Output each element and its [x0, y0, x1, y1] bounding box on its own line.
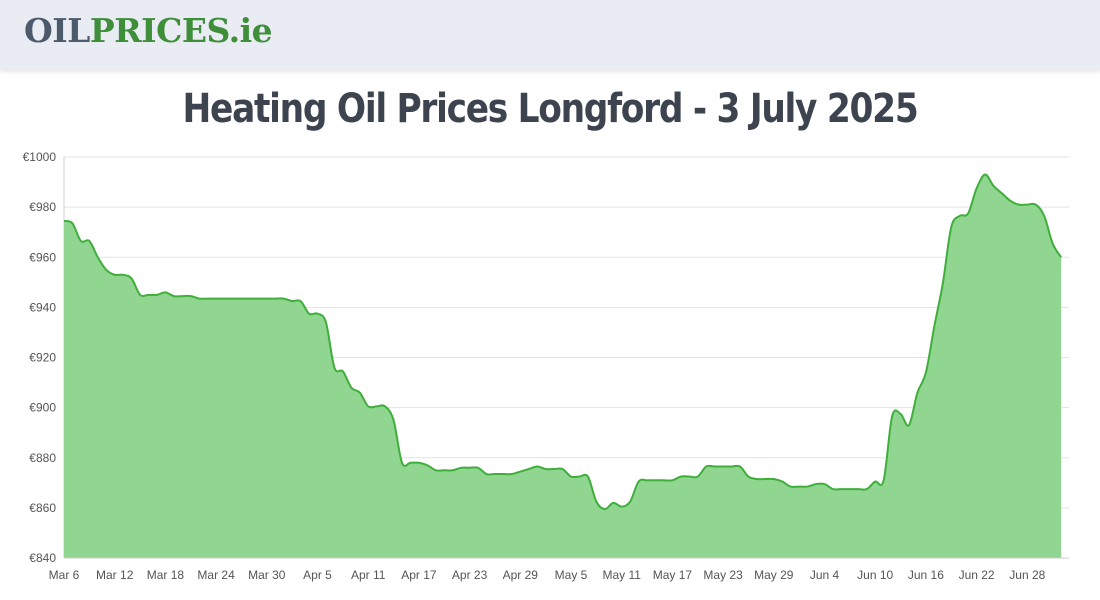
- y-tick-label: €940: [29, 300, 56, 314]
- x-tick-label: Apr 11: [351, 568, 386, 582]
- y-tick-label: €900: [29, 401, 56, 415]
- x-tick-label: Apr 17: [401, 568, 437, 582]
- logo-text-prices: PRICES: [89, 11, 229, 50]
- y-tick-label: €980: [29, 200, 56, 214]
- x-tick-label: Jun 4: [810, 568, 840, 582]
- x-tick-label: Jun 10: [857, 568, 893, 582]
- x-tick-label: Jun 16: [908, 568, 944, 582]
- x-tick-label: Apr 5: [303, 568, 332, 582]
- x-tick-label: May 5: [555, 568, 588, 582]
- x-tick-label: May 11: [602, 568, 641, 582]
- page-title: Heating Oil Prices Longford - 3 July 202…: [182, 86, 919, 132]
- x-tick-label: Jun 22: [959, 568, 995, 582]
- x-tick-label: Apr 23: [452, 568, 488, 582]
- y-tick-label: €860: [29, 501, 56, 515]
- logo-text-domain: .ie: [228, 11, 273, 50]
- y-tick-label: €1000: [23, 150, 57, 164]
- x-tick-label: May 17: [653, 568, 693, 582]
- site-logo[interactable]: OILPRICES.ie: [24, 11, 273, 50]
- y-tick-label: €960: [29, 250, 56, 264]
- x-tick-label: Jun 28: [1009, 568, 1045, 582]
- logo-text-oil: OIL: [24, 11, 90, 50]
- price-area: [64, 174, 1062, 558]
- y-tick-label: €840: [29, 551, 56, 565]
- x-tick-label: Mar 6: [49, 568, 80, 582]
- y-tick-label: €920: [29, 351, 56, 365]
- site-header: OILPRICES.ie: [0, 0, 1100, 70]
- price-line: [63, 173, 1062, 511]
- x-tick-label: Mar 24: [197, 568, 235, 582]
- x-tick-label: Apr 29: [503, 568, 539, 582]
- x-tick-label: Mar 12: [96, 568, 134, 582]
- x-tick-label: May 23: [703, 568, 743, 582]
- x-tick-label: May 29: [754, 568, 794, 582]
- x-tick-label: Mar 18: [147, 568, 185, 582]
- x-tick-label: Mar 30: [248, 568, 286, 582]
- y-tick-label: €880: [29, 451, 56, 465]
